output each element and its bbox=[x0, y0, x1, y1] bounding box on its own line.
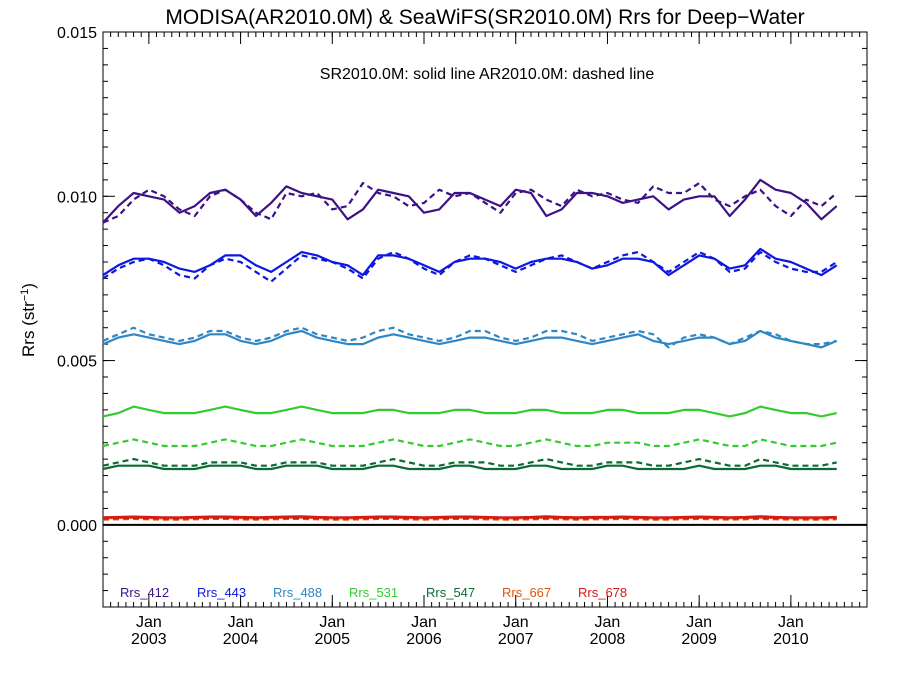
x-tick-year: 2007 bbox=[498, 631, 534, 648]
y-tick-label: 0.010 bbox=[57, 189, 97, 206]
x-tick-month: Jan bbox=[411, 614, 437, 631]
x-tick-year: 2005 bbox=[314, 631, 350, 648]
rrs-443-solid-line bbox=[102, 247, 838, 277]
x-tick-month: Jan bbox=[228, 614, 254, 631]
legend-entry-rrs-667: Rrs_667 bbox=[502, 585, 551, 600]
y-tick-label: 0.015 bbox=[57, 25, 97, 42]
chart-title: MODISA(AR2010.0M) & SeaWiFS(SR2010.0M) R… bbox=[165, 6, 804, 29]
x-tick-month: Jan bbox=[778, 614, 804, 631]
legend-entry-rrs-531: Rrs_531 bbox=[349, 585, 398, 600]
x-tick-year: 2008 bbox=[590, 631, 626, 648]
x-tick-year: 2003 bbox=[131, 631, 167, 648]
legend-entry-rrs-678: Rrs_678 bbox=[578, 585, 627, 600]
rrs-531-solid-line bbox=[102, 405, 837, 418]
x-tick-month: Jan bbox=[319, 614, 345, 631]
y-axis-label: Rrs (str−1) bbox=[19, 283, 38, 357]
svg-text:Rrs (str−1): Rrs (str−1) bbox=[19, 283, 38, 357]
rrs-678-dashed-line bbox=[102, 516, 837, 520]
x-tick-month: Jan bbox=[595, 614, 621, 631]
x-tick-month: Jan bbox=[136, 614, 162, 631]
x-tick-year: 2009 bbox=[681, 631, 717, 648]
legend: Rrs_412 Rrs_443 Rrs_488 Rrs_531 Rrs_547 Rrs_6… bbox=[120, 585, 627, 600]
legend-entry-rrs-412: Rrs_412 bbox=[120, 585, 169, 600]
x-tick-year: 2010 bbox=[773, 631, 809, 648]
legend-entry-rrs-547: Rrs_547 bbox=[426, 585, 475, 600]
legend-entry-rrs-488: Rrs_488 bbox=[273, 585, 322, 600]
rrs-547-solid-line bbox=[102, 464, 837, 471]
x-tick-year: 2004 bbox=[223, 631, 259, 648]
rrs-547-dashed-line bbox=[102, 458, 837, 467]
y-tick-label: 0.000 bbox=[57, 518, 97, 535]
x-tick-month: Jan bbox=[503, 614, 529, 631]
x-tick-month: Jan bbox=[686, 614, 712, 631]
rrs-412-dashed-line bbox=[102, 182, 838, 224]
legend-entry-rrs-443: Rrs_443 bbox=[197, 585, 246, 600]
rrs-678-solid-line bbox=[102, 515, 837, 519]
chart-annotation: SR2010.0M: solid line AR2010.0M: dashed … bbox=[320, 66, 655, 83]
x-axis-ticks: Jan2003Jan2004Jan2005Jan2006Jan2007Jan20… bbox=[102, 32, 861, 648]
rrs-412-solid-line bbox=[102, 178, 838, 224]
plot-frame bbox=[102, 31, 868, 608]
rrs-531-dashed-line bbox=[102, 438, 837, 448]
series-lines bbox=[102, 178, 838, 521]
y-tick-label: 0.005 bbox=[57, 354, 97, 371]
rrs-488-solid-line bbox=[102, 329, 838, 349]
x-tick-year: 2006 bbox=[406, 631, 442, 648]
